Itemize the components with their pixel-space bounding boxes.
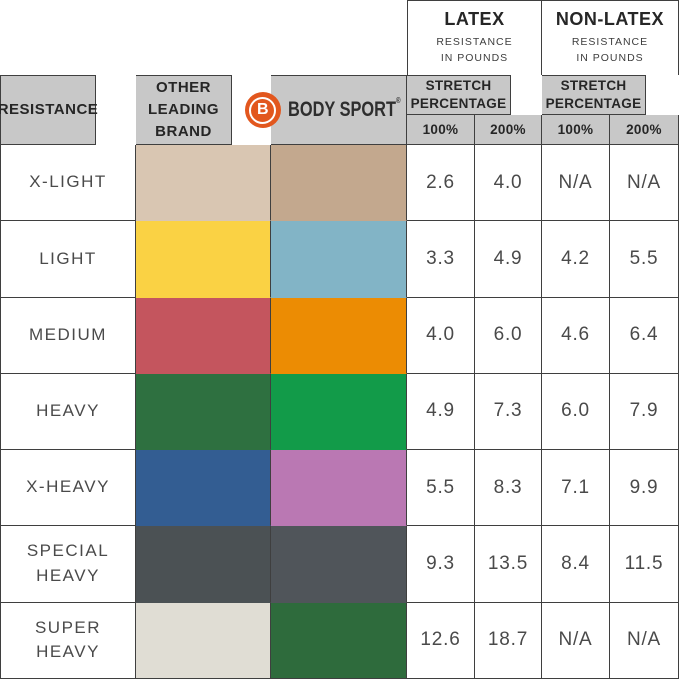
latex-title: LATEX — [444, 9, 505, 30]
latex-200-value: 8.3 — [475, 450, 542, 527]
nonlatex-group-header: NON-LATEX RESISTANCE IN POUNDS — [542, 0, 679, 75]
latex-100-value: 4.9 — [407, 373, 475, 451]
row-label-text: SPECIAL HEAVY — [26, 541, 110, 586]
nonlatex-100-value: 8.4 — [542, 526, 610, 603]
latex-group-header: LATEX RESISTANCE IN POUNDS — [407, 0, 542, 75]
row-label: MEDIUM — [0, 297, 136, 374]
latex-100-value: 5.5 — [407, 450, 475, 527]
resistance-column-header: RESISTANCE — [0, 75, 98, 145]
row-label-text: X-LIGHT — [29, 172, 107, 192]
nonlatex-stretch-header: STRETCH PERCENTAGE — [542, 75, 646, 115]
latex-100-value: 2.6 — [407, 145, 475, 222]
header-spacer — [0, 0, 407, 75]
other-brand-swatch — [136, 526, 271, 603]
nonlatex-100-value: 4.2 — [542, 221, 610, 298]
row-label-text: SUPER HEAVY — [34, 617, 102, 662]
other-brand-swatch — [136, 221, 271, 298]
bodysport-swatch — [271, 526, 407, 603]
other-brand-swatch — [136, 602, 271, 679]
nonlatex-subtitle: RESISTANCE IN POUNDS — [571, 36, 649, 64]
other-brand-swatch — [136, 145, 271, 222]
row-label: SUPER HEAVY — [0, 602, 136, 679]
nonlatex-200-value: N/A — [610, 145, 679, 222]
latex-stretch-header: STRETCH PERCENTAGE — [407, 75, 511, 115]
nonlatex-200-value: 5.5 — [610, 221, 679, 298]
brand-wordmark: BODY SPORT® — [287, 96, 401, 122]
bodysport-swatch — [271, 297, 407, 374]
nonlatex-200-header: 200% — [610, 115, 679, 145]
row-label-text: HEAVY — [36, 401, 100, 421]
bodysport-logo-icon: B — [244, 92, 281, 128]
latex-200-value: 4.0 — [475, 145, 542, 222]
row-label: LIGHT — [0, 221, 136, 298]
nonlatex-100-header: 100% — [542, 115, 610, 145]
row-label-text: X-HEAVY — [26, 477, 110, 497]
bodysport-swatch — [271, 221, 407, 298]
other-brand-swatch — [136, 297, 271, 374]
registered-mark: ® — [395, 96, 401, 105]
latex-100-value: 3.3 — [407, 221, 475, 298]
nonlatex-200-value: 7.9 — [610, 373, 679, 451]
bodysport-swatch — [271, 450, 407, 527]
bodysport-swatch — [271, 145, 407, 222]
row-label: X-LIGHT — [0, 145, 136, 222]
logo-ring: B — [249, 96, 277, 124]
latex-200-value: 7.3 — [475, 373, 542, 451]
bodysport-swatch — [271, 373, 407, 451]
nonlatex-title: NON-LATEX — [555, 9, 665, 30]
latex-200-value: 13.5 — [475, 526, 542, 603]
row-label: HEAVY — [0, 373, 136, 451]
latex-200-header: 200% — [475, 115, 542, 145]
nonlatex-100-value: 6.0 — [542, 373, 610, 451]
latex-100-header: 100% — [407, 115, 475, 145]
row-label-text: MEDIUM — [29, 324, 107, 344]
nonlatex-200-value: N/A — [610, 602, 679, 679]
other-brand-swatch — [136, 450, 271, 527]
latex-100-value: 12.6 — [407, 602, 475, 679]
nonlatex-100-value: N/A — [542, 602, 610, 679]
nonlatex-100-value: N/A — [542, 145, 610, 222]
row-label: SPECIAL HEAVY — [0, 526, 136, 603]
nonlatex-200-value: 11.5 — [610, 526, 679, 603]
bodysport-swatch — [271, 602, 407, 679]
latex-100-value: 4.0 — [407, 297, 475, 374]
nonlatex-200-value: 6.4 — [610, 297, 679, 374]
brand-wordmark-wrap: BODY SPORT® — [287, 96, 432, 122]
row-label-text: LIGHT — [39, 248, 97, 268]
logo-letter: B — [257, 101, 269, 118]
row-label: X-HEAVY — [0, 450, 136, 527]
latex-200-value: 6.0 — [475, 297, 542, 374]
other-brand-column-header: OTHER LEADING BRAND — [136, 75, 232, 145]
nonlatex-100-value: 4.6 — [542, 297, 610, 374]
latex-200-value: 4.9 — [475, 221, 542, 298]
brand-name-text: BODY SPORT — [287, 98, 396, 121]
bodysport-column-header: B BODY SPORT® — [244, 75, 407, 145]
nonlatex-100-value: 7.1 — [542, 450, 610, 527]
other-brand-swatch — [136, 373, 271, 451]
latex-200-value: 18.7 — [475, 602, 542, 679]
latex-100-value: 9.3 — [407, 526, 475, 603]
nonlatex-200-value: 9.9 — [610, 450, 679, 527]
latex-subtitle: RESISTANCE IN POUNDS — [436, 36, 513, 64]
